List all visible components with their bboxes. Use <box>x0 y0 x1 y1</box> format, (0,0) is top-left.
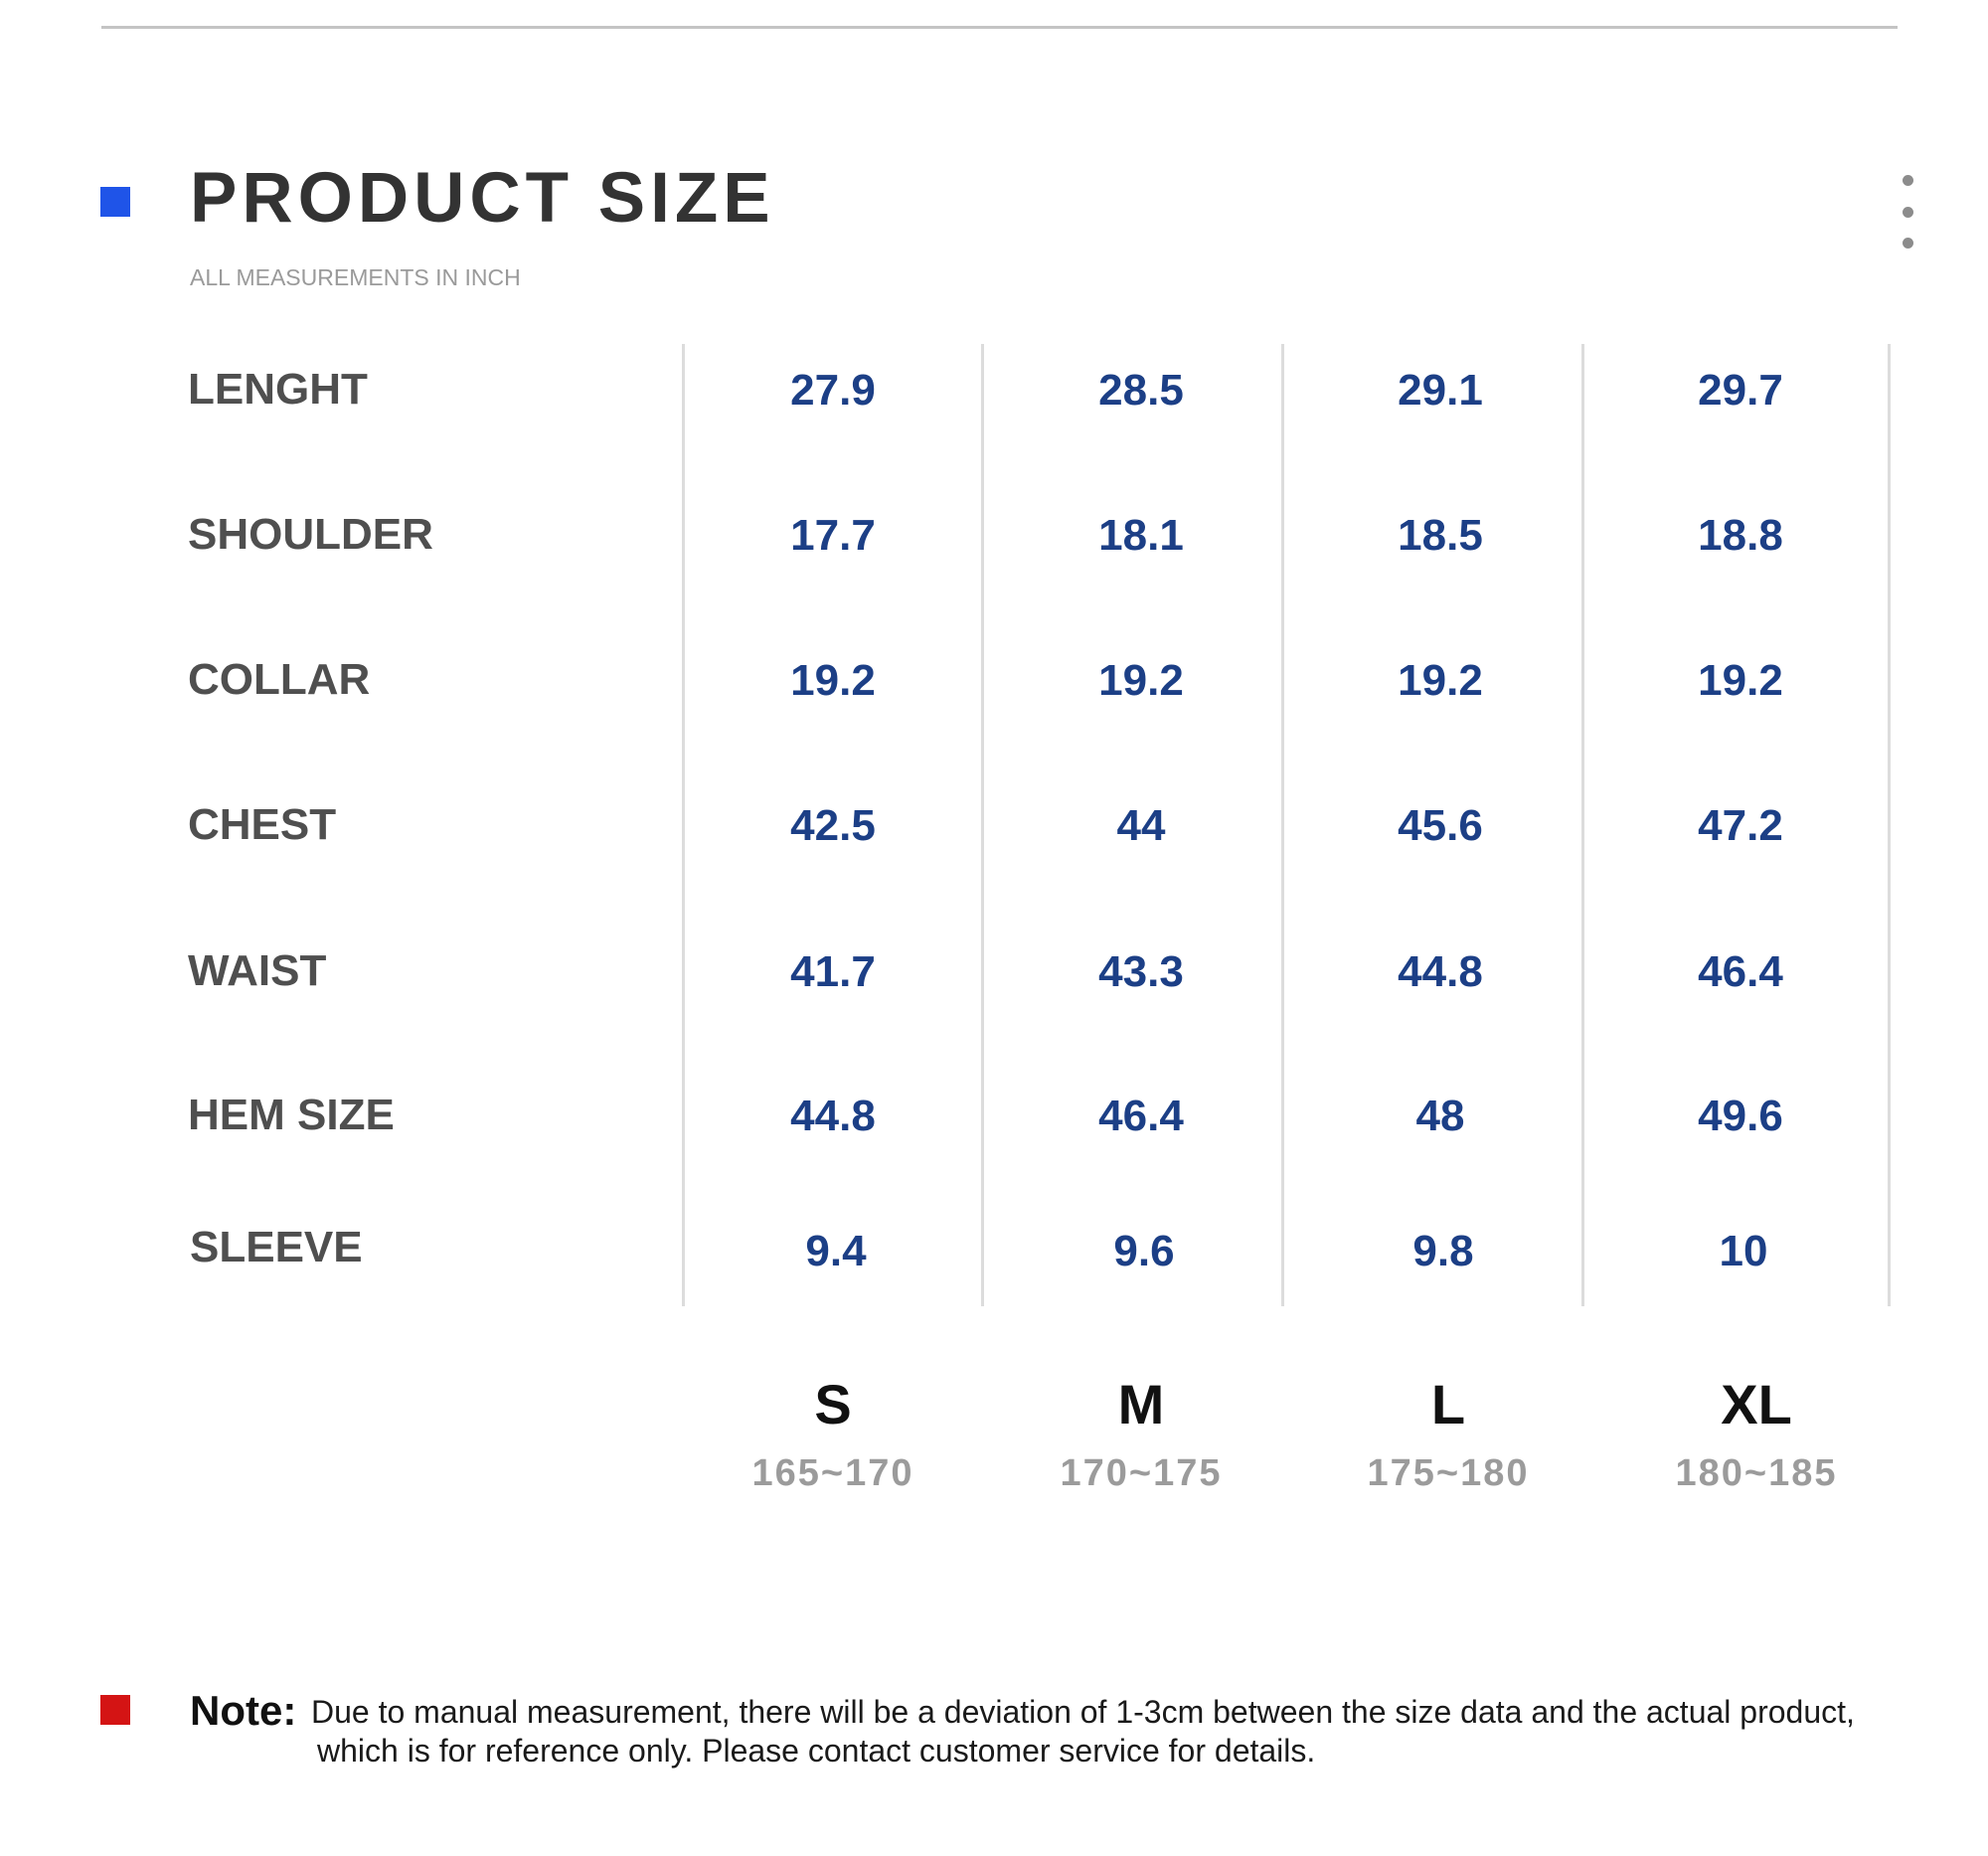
row-label-shoulder: SHOULDER <box>188 510 433 559</box>
table-cell: 46.4 <box>1698 947 1783 996</box>
note-text-line1: Due to manual measurement, there will be… <box>311 1694 1855 1730</box>
table-cell: 29.7 <box>1698 366 1783 415</box>
menu-dot <box>1903 207 1913 218</box>
size-label-xl: XL <box>1721 1373 1792 1435</box>
menu-dot <box>1903 238 1913 249</box>
table-cell: 18.5 <box>1398 511 1483 560</box>
table-cell: 9.4 <box>805 1227 867 1275</box>
table-cell: 27.9 <box>790 366 876 415</box>
height-range-xl: 180~185 <box>1675 1452 1838 1494</box>
table-cell: 19.2 <box>1098 656 1184 705</box>
table-cell: 19.2 <box>1698 656 1783 705</box>
row-label-sleeve: SLEEVE <box>190 1223 363 1271</box>
size-label-s: S <box>814 1373 852 1435</box>
column-divider <box>1888 344 1891 1306</box>
note-text-line2: which is for reference only. Please cont… <box>317 1733 1316 1769</box>
top-divider <box>101 26 1898 29</box>
table-cell: 18.8 <box>1698 511 1783 560</box>
note-bullet-icon <box>100 1695 130 1725</box>
row-label-hem-size: HEM SIZE <box>188 1091 395 1139</box>
row-label-length: LENGHT <box>188 365 368 414</box>
table-cell: 44.8 <box>1398 947 1483 996</box>
table-cell: 48 <box>1415 1092 1465 1140</box>
row-label-collar: COLLAR <box>188 655 371 704</box>
column-divider <box>1581 344 1584 1306</box>
table-cell: 46.4 <box>1098 1092 1184 1140</box>
page-subtitle: ALL MEASUREMENTS IN INCH <box>190 264 521 290</box>
table-cell: 44 <box>1116 801 1166 850</box>
table-cell: 41.7 <box>790 947 876 996</box>
size-label-m: M <box>1117 1373 1165 1435</box>
table-cell: 29.1 <box>1398 366 1483 415</box>
row-label-chest: CHEST <box>188 800 337 849</box>
size-label-l: L <box>1430 1373 1466 1435</box>
height-range-l: 175~180 <box>1367 1452 1530 1494</box>
table-cell: 18.1 <box>1098 511 1184 560</box>
table-cell: 47.2 <box>1698 801 1783 850</box>
table-cell: 10 <box>1719 1227 1768 1275</box>
row-label-waist: WAIST <box>188 946 327 995</box>
title-bullet-icon <box>100 187 130 217</box>
table-cell: 9.6 <box>1113 1227 1175 1275</box>
column-divider <box>1281 344 1284 1306</box>
table-cell: 43.3 <box>1098 947 1184 996</box>
height-range-s: 165~170 <box>751 1452 914 1494</box>
column-divider <box>682 344 685 1306</box>
table-cell: 19.2 <box>790 656 876 705</box>
more-vertical-icon[interactable] <box>1890 167 1925 256</box>
table-cell: 28.5 <box>1098 366 1184 415</box>
table-cell: 9.8 <box>1412 1227 1474 1275</box>
height-range-m: 170~175 <box>1060 1452 1223 1494</box>
menu-dot <box>1903 175 1913 186</box>
page-title: PRODUCT SIZE <box>190 159 775 238</box>
table-cell: 45.6 <box>1398 801 1483 850</box>
table-cell: 49.6 <box>1698 1092 1783 1140</box>
table-cell: 19.2 <box>1398 656 1483 705</box>
column-divider <box>981 344 984 1306</box>
table-cell: 42.5 <box>790 801 876 850</box>
table-cell: 17.7 <box>790 511 876 560</box>
note-title: Note: <box>190 1687 297 1734</box>
table-cell: 44.8 <box>790 1092 876 1140</box>
